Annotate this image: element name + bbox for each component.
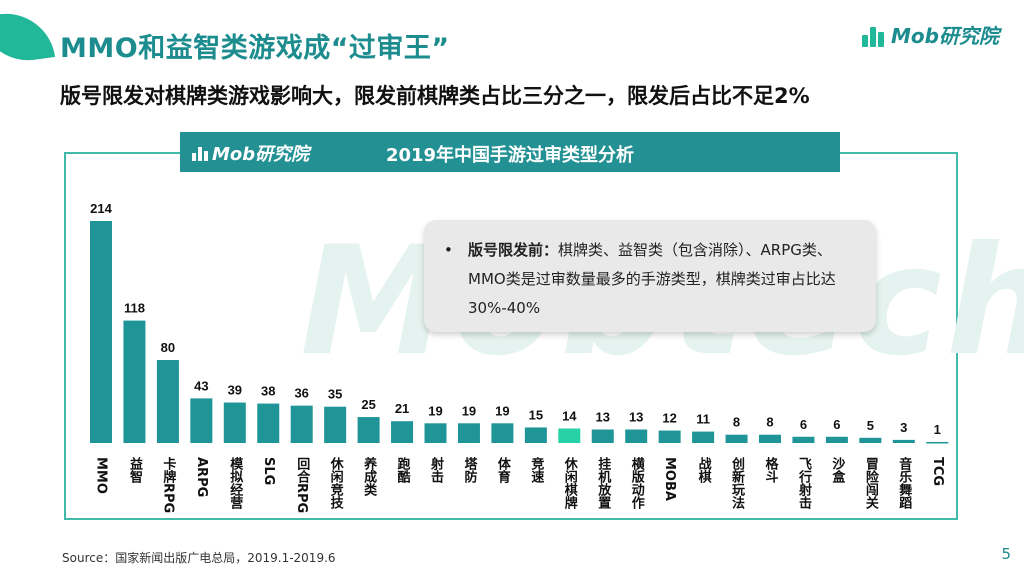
- category-label: 飞行射击: [796, 457, 813, 510]
- bar-沙盒: [825, 436, 848, 443]
- page-title: MMO和益智类游戏成“过审王”: [60, 33, 450, 64]
- bar-挂机放置: [591, 429, 614, 443]
- data-label: 14: [562, 408, 577, 423]
- data-label: 19: [428, 403, 442, 418]
- category-label: MOBA: [662, 457, 677, 501]
- bar-休闲竞技: [324, 406, 347, 443]
- logo-bars-icon: [862, 23, 886, 47]
- bar-MOBA: [658, 430, 681, 443]
- category-label: 回合RPG: [294, 457, 310, 513]
- data-label: 19: [462, 403, 476, 418]
- category-label: 音乐舞蹈: [896, 456, 913, 510]
- data-label: 38: [261, 384, 275, 399]
- page-number: 5: [1001, 545, 1011, 563]
- data-label: 214: [90, 201, 112, 216]
- logo-bars-icon: [192, 145, 208, 161]
- bar-卡牌RPG: [156, 360, 179, 443]
- data-label: 39: [228, 383, 242, 398]
- category-label: 创新玩法: [729, 456, 746, 510]
- category-label: 战棋: [696, 456, 713, 484]
- data-label: 80: [161, 340, 175, 355]
- bar-益智: [123, 320, 146, 443]
- bar-跑酷: [391, 421, 414, 443]
- data-label: 15: [529, 407, 543, 422]
- category-label: 卡牌RPG: [160, 456, 176, 513]
- data-label: 13: [629, 410, 643, 425]
- data-label: 6: [833, 417, 840, 432]
- page-subtitle: 版号限发对棋牌类游戏影响大，限发前棋牌类占比三分之一，限发后占比不足2%: [60, 84, 810, 108]
- bullet-icon: •: [444, 241, 453, 259]
- category-label: ARPG: [194, 457, 209, 497]
- brand-logo: Mob研究院: [862, 20, 999, 49]
- chart-logo-text: Mob研究院: [212, 144, 310, 165]
- category-label: SLG: [261, 457, 276, 485]
- category-label: 挂机放置: [595, 456, 612, 509]
- chart-header: Mob研究院 2019年中国手游过审类型分析: [180, 132, 840, 172]
- data-label: 19: [495, 403, 509, 418]
- data-label: 8: [766, 415, 773, 430]
- data-label: 5: [867, 418, 874, 433]
- annotation-body: 棋牌类、益智类（包含消除）、ARPG类、MMO类是过审数量最多的手游类型，棋牌类…: [468, 241, 836, 317]
- category-label: 休闲竞技: [328, 456, 345, 510]
- data-label: 6: [800, 417, 807, 432]
- data-label: 21: [395, 401, 409, 416]
- category-label: 沙盒: [829, 457, 845, 484]
- category-label: 跑酷: [395, 456, 411, 484]
- annotation-box: • 版号限发前：棋牌类、益智类（包含消除）、ARPG类、MMO类是过审数量最多的…: [424, 220, 876, 332]
- category-label: 格斗: [763, 456, 779, 484]
- bar-回合RPG: [290, 405, 313, 443]
- category-label: 冒险闯关: [863, 457, 879, 510]
- chart-title: 2019年中国手游过审类型分析: [385, 145, 635, 166]
- category-label: 竞速: [528, 456, 544, 484]
- category-label: 横版动作: [629, 456, 645, 510]
- bar-战棋: [692, 431, 715, 443]
- bar-竞速: [524, 427, 547, 443]
- chart-logo: Mob研究院: [192, 140, 309, 166]
- category-label: MMO: [94, 457, 109, 494]
- bar-射击: [424, 423, 447, 443]
- data-label: 25: [361, 397, 375, 412]
- bar-ARPG: [190, 398, 213, 443]
- data-label: 35: [328, 387, 342, 402]
- category-label: 模拟经营: [227, 456, 243, 510]
- data-label: 118: [124, 301, 145, 316]
- data-label: 11: [696, 412, 710, 427]
- annotation-label: 版号限发前：: [468, 241, 559, 259]
- category-label: 塔防: [461, 456, 477, 484]
- category-label: 养成类: [361, 456, 378, 497]
- category-label: 益智: [127, 456, 143, 483]
- source-note: Source：国家新闻出版广电总局，2019.1-2019.6: [62, 551, 336, 565]
- bar-飞行射击: [792, 436, 815, 443]
- brand-text: Mob研究院: [891, 24, 999, 48]
- bar-TCG: [926, 441, 949, 444]
- data-label: 1: [934, 422, 941, 437]
- data-label: 3: [900, 420, 907, 435]
- category-label: 休闲棋牌: [562, 456, 579, 510]
- data-label: 12: [662, 411, 676, 426]
- bar-塔防: [457, 423, 480, 443]
- bar-创新玩法: [725, 434, 748, 443]
- annotation-text: 版号限发前：棋牌类、益智类（包含消除）、ARPG类、MMO类是过审数量最多的手游…: [468, 236, 860, 323]
- bar-休闲棋牌: [558, 428, 581, 443]
- data-label: 8: [733, 415, 740, 430]
- category-label: TCG: [930, 457, 945, 486]
- bar-养成类: [357, 417, 380, 443]
- bar-冒险闯关: [859, 437, 882, 443]
- bar-格斗: [759, 434, 781, 443]
- bar-SLG: [257, 403, 280, 443]
- data-label: 43: [194, 378, 208, 393]
- data-label: 36: [294, 386, 308, 401]
- bar-横版动作: [625, 429, 648, 443]
- bar-音乐舞蹈: [892, 439, 915, 443]
- data-label: 13: [596, 410, 610, 425]
- bar-模拟经营: [223, 402, 246, 443]
- category-label: 体育: [495, 456, 511, 484]
- bar-体育: [491, 423, 514, 443]
- bar-MMO: [90, 221, 112, 443]
- category-label: 射击: [428, 456, 445, 484]
